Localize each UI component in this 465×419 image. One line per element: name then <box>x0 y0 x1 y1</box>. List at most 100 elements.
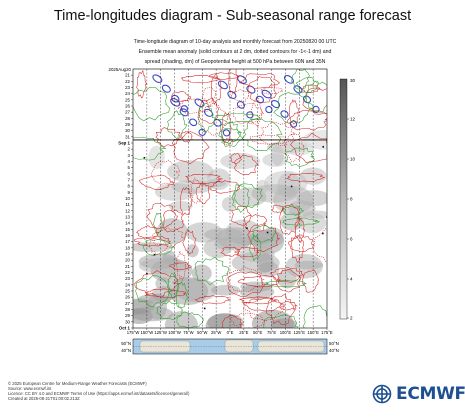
anomaly-contour <box>289 99 299 125</box>
y-tick-label: Sep 1 <box>118 141 130 146</box>
anomaly-contour <box>197 103 215 133</box>
inset-map-land <box>133 339 327 353</box>
anomaly-contour <box>169 262 192 271</box>
anomaly-contour <box>194 256 230 286</box>
x-tick-label: 75°E <box>267 330 276 335</box>
anomaly-contour <box>251 97 263 129</box>
spread-shade <box>174 278 218 302</box>
anomaly-contour <box>279 301 298 311</box>
y-tick-label: 8 <box>128 184 131 189</box>
anomaly-contour <box>221 112 232 144</box>
negative-anomaly-band <box>270 99 281 109</box>
spread-shade <box>148 145 165 169</box>
anomaly-contour <box>218 121 242 145</box>
x-axis-ticks: 175°W 150°W 125°W 100°W 75°W 50°W 25°W 0°E 25°E 5… <box>127 328 333 335</box>
extremum-marker <box>153 253 156 256</box>
extremum-marker <box>322 146 325 148</box>
anomaly-contour <box>230 153 242 165</box>
y-tick-label: 6 <box>128 171 131 176</box>
x-tick-label: 125°W <box>154 330 167 335</box>
extremum-marker <box>266 231 269 234</box>
anomaly-contour <box>238 73 280 89</box>
x-tick-label: 100°E <box>280 330 292 335</box>
anomaly-contour <box>266 293 296 325</box>
spread-shade <box>277 268 297 289</box>
anomaly-contour <box>263 314 299 328</box>
colorbar-ticks: 2 4 6 8 10 12 <box>347 117 356 321</box>
anomaly-contour <box>171 91 192 102</box>
anomaly-contour <box>282 205 305 216</box>
spread-shade <box>239 284 275 300</box>
anomaly-contour <box>197 102 228 136</box>
spread-shade <box>261 227 284 241</box>
x-tick-label: 25°W <box>211 330 221 335</box>
anomaly-contour <box>146 202 178 230</box>
anomaly-contour <box>134 270 181 298</box>
y-tick-label: 17 <box>125 239 130 244</box>
spread-shade <box>221 196 237 212</box>
spread-shade <box>167 160 214 183</box>
spread-shade <box>203 238 231 258</box>
footer-source: Source: www.ecmwf.int <box>8 386 52 391</box>
colorbar-top-label: 30 <box>350 78 356 83</box>
y-tick-label: 26 <box>125 295 130 300</box>
negative-anomaly-band <box>194 98 205 108</box>
negative-anomaly-band <box>152 74 163 84</box>
anomaly-contour <box>301 269 319 293</box>
spread-shade <box>164 311 198 328</box>
anomaly-contour <box>304 80 327 113</box>
y-tick-label: 10 <box>125 196 130 201</box>
y-tick-label: 21 <box>125 264 130 269</box>
negative-anomaly-band <box>222 129 231 137</box>
y-tick-label: 20 <box>125 258 130 263</box>
spread-shade <box>296 190 327 207</box>
spread-shade <box>155 277 171 291</box>
anomaly-contour <box>249 134 287 145</box>
extremum-marker <box>246 227 248 229</box>
negative-anomaly-band <box>161 84 171 93</box>
anomaly-contour <box>190 177 203 204</box>
description-line-3: spread (shading, dm) of Geopotential hei… <box>144 59 326 65</box>
negative-anomaly-band <box>236 75 247 84</box>
anomaly-contour <box>215 112 261 123</box>
y-tick-label: 22 <box>125 79 130 84</box>
y-tick-label: 21 <box>125 73 130 78</box>
spread-shade <box>207 168 231 191</box>
y-tick-label: 24 <box>125 91 130 96</box>
extremum-marker <box>143 156 146 159</box>
negative-anomaly-band <box>246 111 254 119</box>
anomaly-contour <box>138 174 174 190</box>
anomaly-contour <box>230 312 267 328</box>
anomaly-contour <box>259 121 296 147</box>
anomaly-contour <box>227 271 267 297</box>
x-tick-label: 100°W <box>168 330 181 335</box>
y-tick-label: 13 <box>125 215 130 220</box>
anomaly-contour <box>194 295 231 304</box>
inset-land-mass <box>139 340 191 353</box>
y-tick-label: 11 <box>125 202 130 207</box>
anomaly-contour <box>152 227 185 248</box>
anomaly-contour <box>177 98 213 114</box>
y-tick-label: 24 <box>125 282 130 287</box>
y-tick-label: 23 <box>125 276 130 281</box>
x-tick-label: 150°E <box>307 330 319 335</box>
extremum-marker <box>290 185 293 188</box>
anomaly-contour <box>134 236 172 247</box>
plot-area <box>133 69 327 328</box>
anomaly-contour <box>234 246 260 258</box>
y-tick-label: 9 <box>128 190 131 195</box>
y-tick-label: 22 <box>125 270 130 275</box>
anomaly-contour <box>180 130 193 143</box>
inset-lat-label-right-2: 40°N <box>329 348 339 353</box>
y-tick-label: Oct 1 <box>119 326 131 331</box>
anomaly-contour <box>286 172 325 182</box>
inset-lat-label-left-1: 50°N <box>121 341 131 346</box>
anomaly-contour <box>231 205 252 227</box>
y-tick-label: 15 <box>125 227 130 232</box>
anomaly-contour <box>185 173 223 184</box>
colorbar-gradient <box>339 78 348 320</box>
y-tick-label: 5 <box>128 165 131 170</box>
inset-map-frame <box>132 338 328 355</box>
extremum-marker <box>203 307 206 310</box>
